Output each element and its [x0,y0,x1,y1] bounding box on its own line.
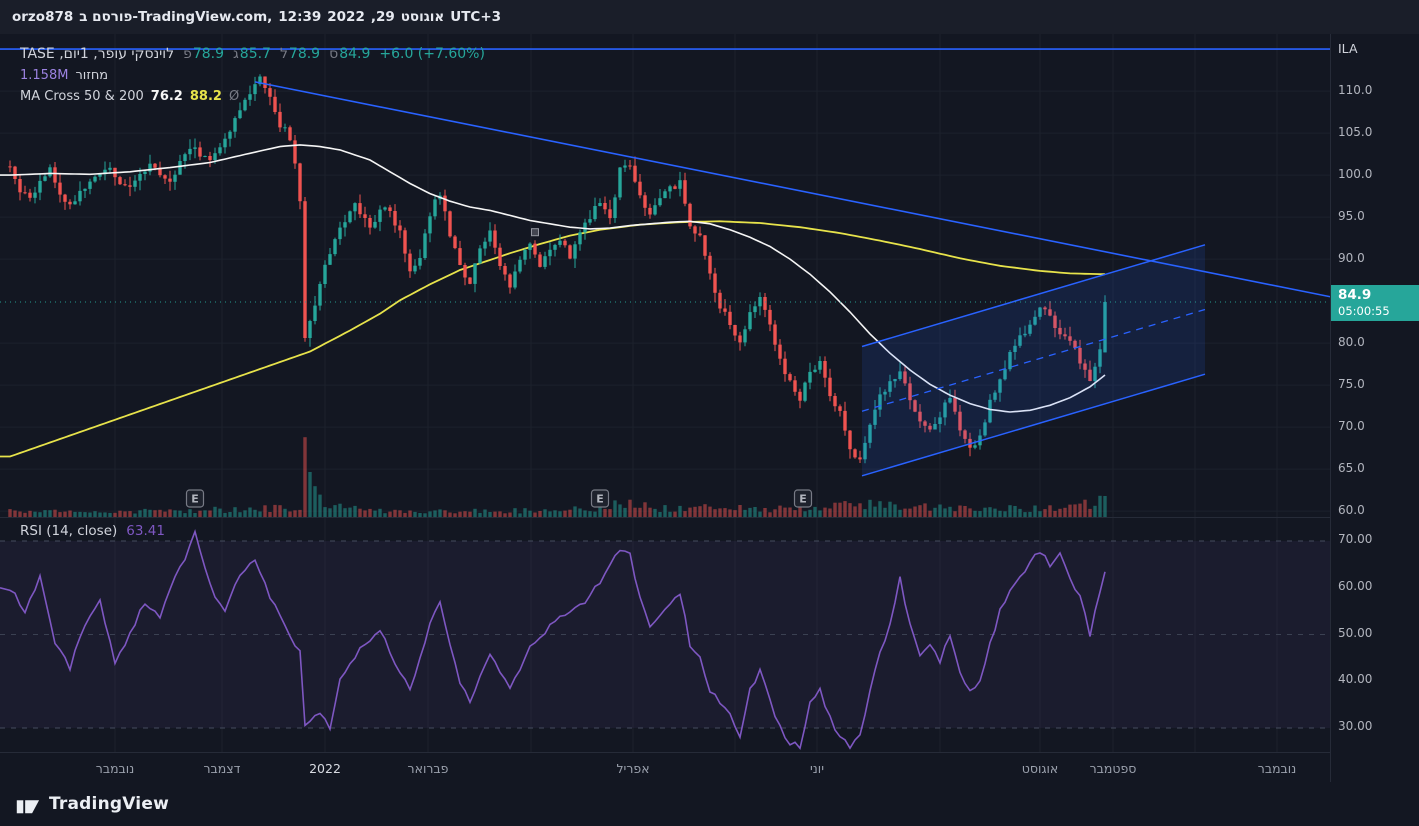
ohlc-open: פ 78.9 [183,45,224,62]
price-tick: 65.0 [1338,461,1365,475]
ma-cross-suffix: Ø [228,89,240,104]
last-price-value: 84.9 [1338,287,1372,303]
symbol-label: ILA [1338,41,1358,56]
volume-bars [8,437,1107,517]
earnings-marker[interactable]: E [590,489,610,508]
volume-value: 1.158M [20,68,69,83]
time-axis-label: פברואר [407,761,449,776]
rsi-pane[interactable] [0,517,1331,753]
ma200-value: 88.2 [189,89,222,104]
time-axis-label: נובמבר [1257,761,1297,776]
ma-cross-marker [531,228,539,237]
header-month: אוגוסט [400,9,445,25]
rsi-pane-canvas[interactable] [0,518,1331,753]
header-timezone: UTC+3 [450,9,502,25]
rsi-label: RSI (14, close) [20,523,118,539]
price-tick: 100.0 [1338,167,1373,181]
rsi-tick: 50.00 [1338,626,1373,640]
ma50-line [0,144,1106,413]
time-axis-label: יוני [809,761,825,776]
chart-legend: לוינסקי עופר, 1יום, TASE פ 78.9 ג 85.7 ל 78… [20,42,485,107]
svg-text:E: E [191,493,199,506]
last-price-badge: 84.9 05:00:55 [1331,285,1419,322]
rsi-legend-row[interactable]: RSI (14, close) 63.41 [20,523,165,539]
ma-cross-label: MA Cross 50 & 200 [20,89,144,104]
price-tick: 90.0 [1338,251,1365,265]
rsi-tick: 60.00 [1338,579,1373,593]
ohlc-close: ס 84.9 [329,45,371,62]
volume-legend-row[interactable]: 1.158M מחזור [20,65,485,86]
rsi-tick: 40.00 [1338,672,1373,686]
earnings-marker[interactable]: E [793,489,813,508]
ohlc-high: ג 85.7 [233,45,271,62]
time-axis-label: אפריל [616,761,650,776]
symbol-title[interactable]: לוינסקי עופר, 1יום, TASE [20,45,175,62]
price-tick: 70.0 [1338,419,1365,433]
tradingview-wordmark[interactable]: TradingView [49,794,169,814]
price-tick: 105.0 [1338,125,1373,139]
session-countdown: 05:00:55 [1338,303,1390,318]
price-tick: 60.0 [1338,503,1365,517]
change-value: +6.0 (+7.60%) [379,45,485,62]
tradingview-logo-icon[interactable] [14,791,40,817]
price-tick: 95.0 [1338,209,1365,223]
header-username: orzo878 [12,9,74,25]
ohlc-low: ל 78.9 [279,45,321,62]
price-tick: 80.0 [1338,335,1365,349]
header-time: 12:39 [278,9,322,25]
ma200-line [0,220,1106,458]
header-year: 2022 [327,9,365,25]
time-axis-label: 2022 [309,761,341,776]
time-axis-label: נובמבר [95,761,135,776]
price-tick: 110.0 [1338,83,1373,97]
candles [8,74,1107,464]
ma-cross-legend-row[interactable]: MA Cross 50 & 200 76.2 88.2 Ø [20,86,485,107]
rsi-value: 63.41 [126,523,165,539]
volume-label: מחזור [75,68,109,83]
parallel-channel-drawing[interactable] [861,244,1206,477]
svg-text:E: E [799,493,807,506]
bottom-bar: TradingView [0,782,1419,826]
price-axis[interactable]: ILA 84.9 05:00:55 110.0 105.0 100.0 95.0 90.… [1330,34,1419,782]
snapshot-header: orzo878 פורסם ב-TradingView.com, 12:39 2… [0,0,1419,34]
header-day: ,29 [370,9,395,25]
svg-text:E: E [596,493,604,506]
symbol-legend-row[interactable]: לוינסקי עופר, 1יום, TASE פ 78.9 ג 85.7 ל 78… [20,42,485,65]
time-axis-label: דצמבר [203,761,241,776]
time-axis-label: אוגוסט [1021,761,1059,776]
header-published: פורסם ב-TradingView.com, [79,9,273,25]
rsi-line [0,528,1106,751]
rsi-tick: 70.00 [1338,532,1373,546]
time-axis-label: ספטמבר [1089,761,1137,776]
rsi-tick: 30.00 [1338,719,1373,733]
price-tick: 75.0 [1338,377,1365,391]
ma50-value: 76.2 [150,89,183,104]
time-axis[interactable]: נובמבר דצמבר 2022 פברואר אפריל יוני אוגוסט ספטמ… [0,752,1331,783]
earnings-marker[interactable]: E [185,489,205,508]
